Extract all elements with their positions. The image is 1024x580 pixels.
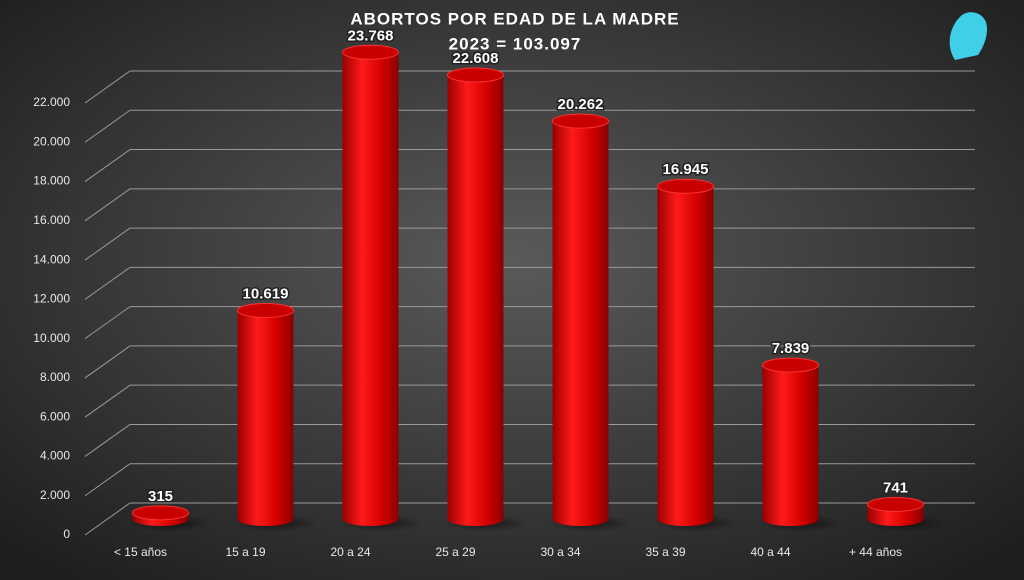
- logo: [949, 12, 988, 60]
- grid-line: [84, 384, 131, 418]
- x-tick-label: < 15 años: [114, 545, 167, 559]
- x-tick-label: 40 a 44: [750, 545, 790, 559]
- value-label: 23.768: [348, 27, 394, 44]
- bar-group: [443, 67, 528, 532]
- grid-line: [84, 463, 131, 497]
- bar-top: [342, 44, 399, 60]
- value-label: 20.262: [558, 96, 604, 113]
- bar: [552, 121, 609, 527]
- value-label: 16.945: [663, 161, 709, 178]
- grid-line: [84, 424, 131, 457]
- y-tick-label: 4.000: [40, 449, 70, 463]
- bar: [342, 52, 399, 527]
- bar-top: [867, 496, 924, 512]
- bar-top: [657, 178, 714, 194]
- x-tick-label: 30 a 34: [540, 545, 580, 559]
- grid-line: [84, 188, 131, 222]
- x-tick-label: + 44 años: [849, 545, 902, 559]
- y-tick-label: 18.000: [33, 174, 70, 188]
- grid-line: [84, 502, 131, 536]
- bar-top: [447, 67, 504, 83]
- grid-line: [84, 227, 131, 261]
- y-tick-label: 22.000: [33, 95, 70, 109]
- x-tick-label: 35 a 39: [645, 545, 685, 559]
- chart-title: ABORTOS POR EDAD DE LA MADRE: [350, 9, 679, 28]
- value-label: 22.608: [453, 50, 499, 67]
- grid-line: [84, 345, 131, 379]
- bar: [762, 365, 819, 526]
- value-label: 741: [883, 479, 908, 496]
- y-tick-label: 8.000: [40, 370, 70, 384]
- x-tick-label: 15 a 19: [225, 545, 265, 559]
- value-label: 10.619: [243, 285, 289, 302]
- bar: [237, 310, 294, 526]
- y-tick-label: 20.000: [33, 134, 70, 148]
- bar-group: [653, 178, 738, 532]
- y-tick-label: 14.000: [33, 252, 70, 266]
- x-tick-label: 20 a 24: [330, 545, 370, 559]
- grid-line: [84, 109, 131, 143]
- chart-subtitle: 2023 = 103.097: [449, 34, 582, 53]
- bar-group: [758, 357, 843, 532]
- bar-group: [233, 302, 318, 532]
- y-tick-label: 16.000: [33, 213, 70, 227]
- x-tick-label: 25 a 29: [435, 545, 475, 559]
- grid-line: [84, 70, 131, 104]
- bar-group: [863, 496, 948, 532]
- y-tick-label: 10.000: [33, 331, 70, 345]
- bar-group: [128, 505, 213, 532]
- grid-line: [84, 306, 131, 340]
- bar-group: [548, 113, 633, 532]
- grid-line: [84, 266, 131, 300]
- bar-group: [338, 44, 423, 532]
- y-tick-label: 0: [63, 527, 70, 541]
- bar-top: [237, 302, 294, 318]
- bar: [657, 186, 714, 526]
- grid-line: [84, 149, 131, 182]
- y-tick-label: 2.000: [40, 488, 70, 502]
- bar-top: [552, 113, 609, 129]
- value-label: 315: [148, 488, 173, 505]
- y-tick-label: 12.000: [33, 292, 70, 306]
- y-tick-label: 6.000: [40, 409, 70, 423]
- bar-top: [762, 357, 819, 373]
- bar: [447, 75, 504, 526]
- bar-top: [132, 505, 189, 521]
- value-label: 7.839: [772, 340, 810, 357]
